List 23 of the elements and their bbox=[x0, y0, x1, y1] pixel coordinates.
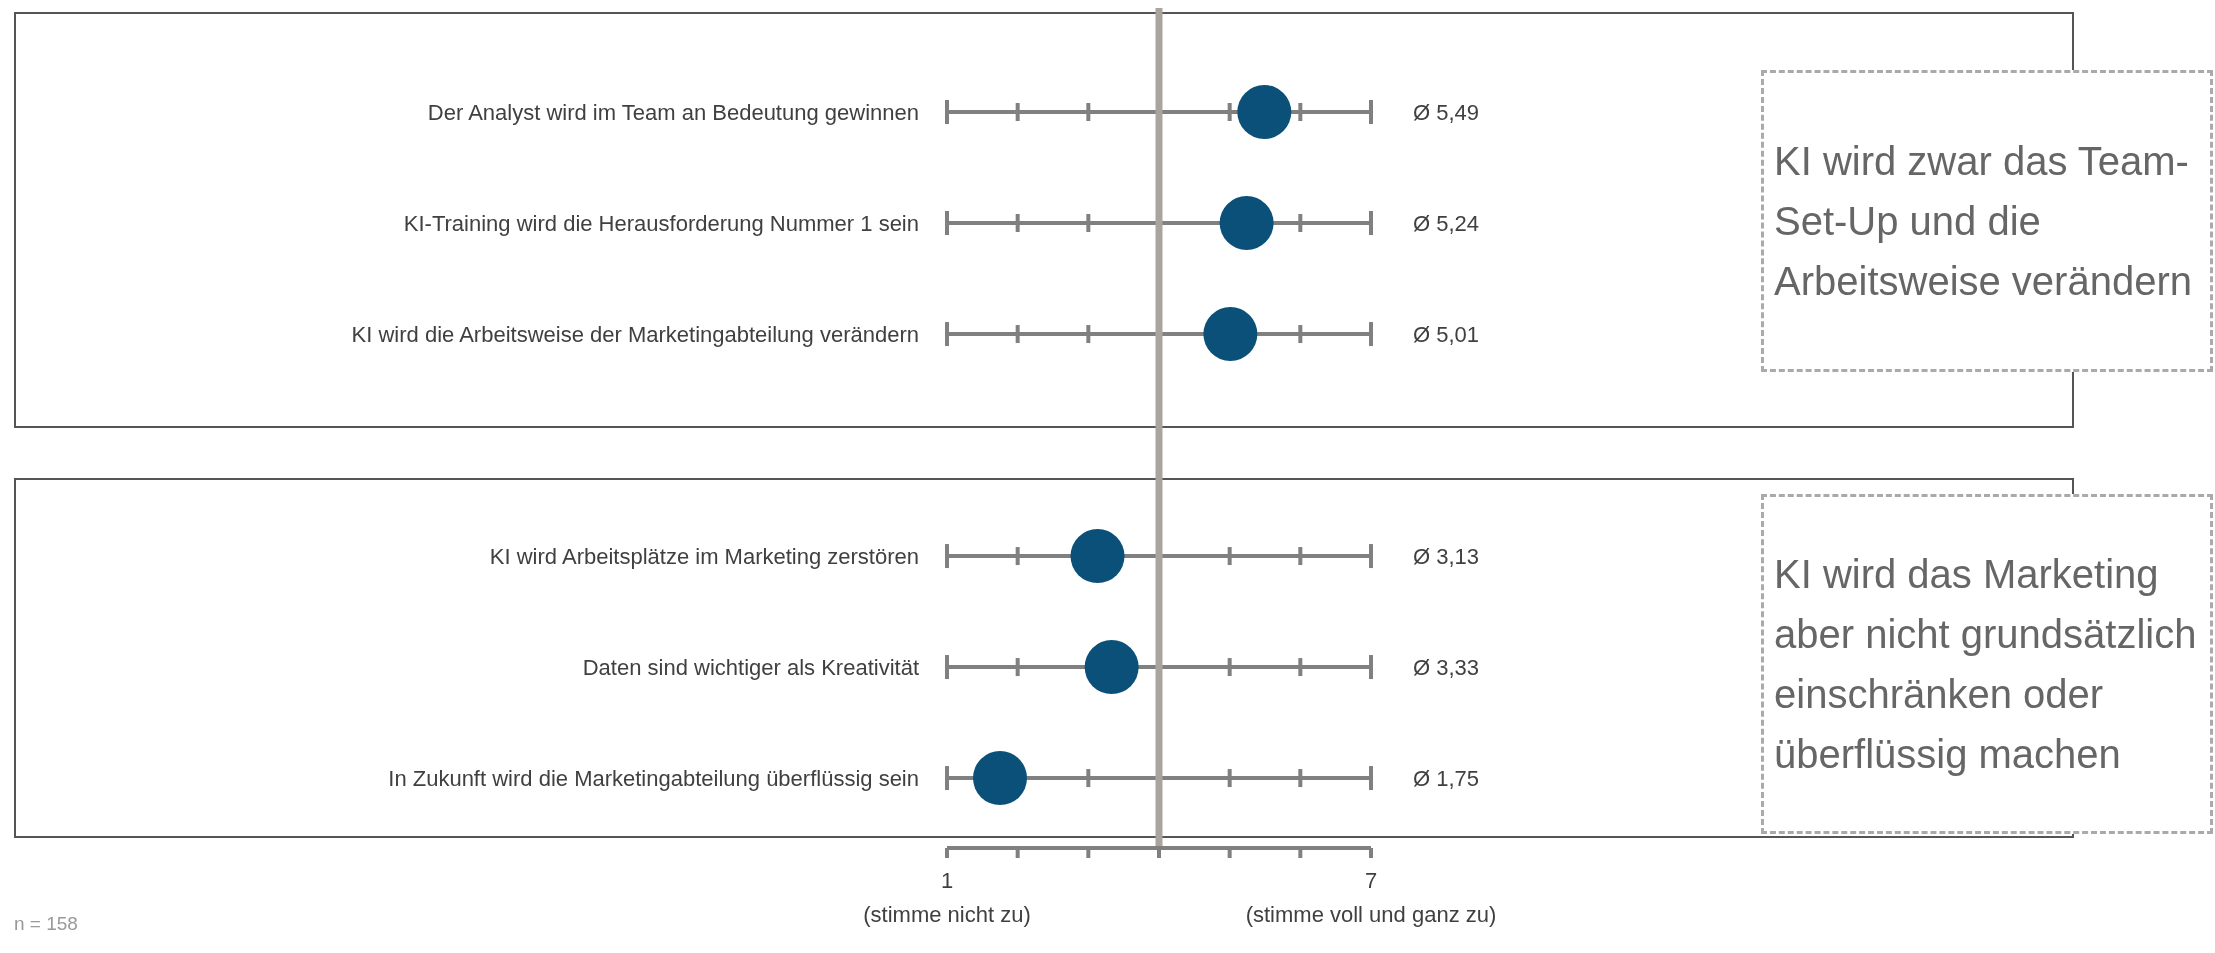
point bbox=[1237, 85, 1292, 140]
x-tick-label: 1 (stimme nicht zu) bbox=[863, 868, 1031, 927]
data-label: Ø 3,33 bbox=[1413, 654, 1480, 680]
data-label: Ø 1,75 bbox=[1413, 765, 1480, 791]
point bbox=[1084, 640, 1139, 695]
y-tick-label: KI wird Arbeitsplätze im Marketing zerstören bbox=[489, 543, 919, 569]
text: KI wird das Marketing aber nicht grundsätzlich einschränken oder überflüssig machen bbox=[1774, 551, 2198, 778]
y-tick-label: KI wird die Arbeitsweise der Marketingabteilung verändern bbox=[351, 321, 919, 347]
point bbox=[1219, 196, 1274, 251]
text: KI wird zwar das Team-Set-Up und die Arbeitsweise verändern bbox=[1774, 138, 2193, 305]
y-tick-label: Daten sind wichtiger als Kreativität bbox=[582, 654, 919, 680]
y-tick-label: KI-Training wird die Herausforderung Nummer 1 sein bbox=[403, 210, 919, 236]
point bbox=[973, 751, 1027, 806]
y-tick-label: Der Analyst wird im Team an Bedeutung gewinnen bbox=[427, 99, 919, 125]
y-tick-label: In Zukunft wird die Marketingabteilung überflüssig sein bbox=[388, 765, 919, 791]
data-label: Ø 5,49 bbox=[1413, 99, 1480, 125]
point bbox=[1203, 307, 1258, 362]
x-tick-label: 7 (stimme voll und ganz zu) bbox=[1245, 868, 1497, 927]
data-label: Ø 5,01 bbox=[1413, 321, 1480, 347]
data-label: Ø 5,24 bbox=[1413, 210, 1480, 236]
data-label: Ø 3,13 bbox=[1413, 543, 1480, 569]
point bbox=[1070, 529, 1125, 584]
text: n = 158 bbox=[14, 913, 78, 935]
